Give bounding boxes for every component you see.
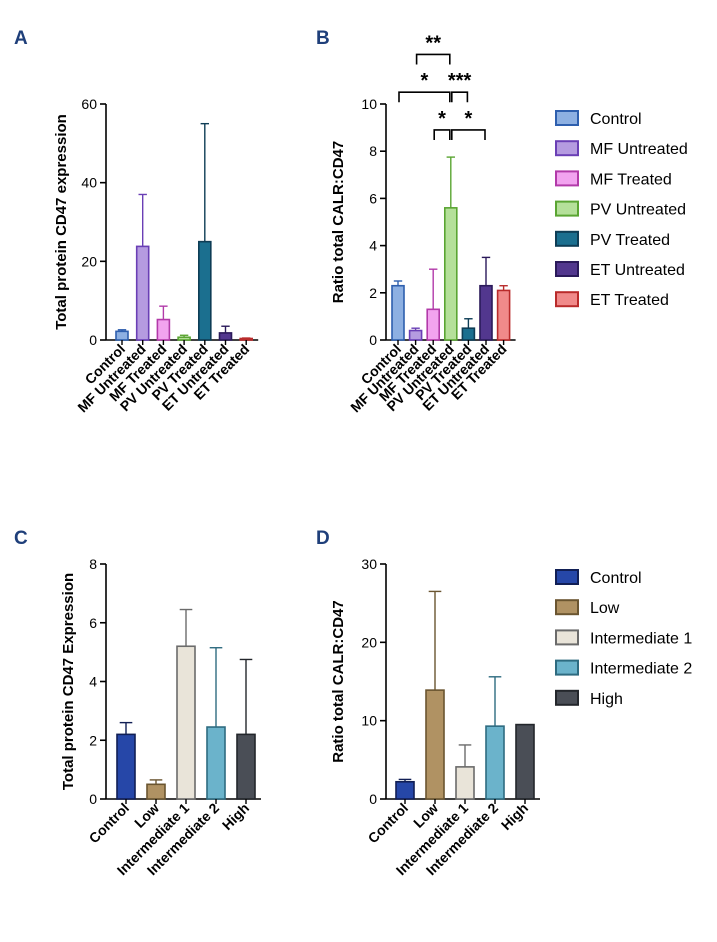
y-tick-label: 20 bbox=[81, 253, 97, 269]
legend-label-et-treated: ET Treated bbox=[590, 292, 669, 309]
bar-et-untreated bbox=[479, 284, 493, 341]
bar-pv-treated bbox=[198, 240, 212, 341]
bar-mf-untreated bbox=[408, 329, 423, 341]
legend-top: Control MF Untreated MF Treated PV Untreate… bbox=[555, 110, 688, 309]
y-tick-label: 60 bbox=[81, 96, 97, 112]
bar-et-treated bbox=[496, 289, 511, 341]
bar-low bbox=[425, 689, 445, 800]
legend-label-pv-untreated: PV Untreated bbox=[590, 202, 686, 219]
y-axis-title: Ratio total CALR:CD47 bbox=[330, 141, 347, 304]
bar-intermediate-1 bbox=[176, 645, 196, 800]
legend-swatch-control bbox=[555, 110, 579, 126]
legend-label-control: Control bbox=[590, 570, 642, 587]
y-axis-title: Total protein CD47 Expression bbox=[60, 573, 77, 790]
legend-swatch-control bbox=[555, 569, 579, 585]
bar-pv-treated bbox=[461, 327, 476, 341]
y-tick-label: 0 bbox=[89, 791, 97, 807]
y-axis-title: Total protein CD47 expression bbox=[53, 114, 70, 330]
y-tick-label: 20 bbox=[361, 634, 377, 650]
y-axis-title: Ratio total CALR:CD47 bbox=[330, 600, 347, 763]
y-tick-label: 0 bbox=[369, 332, 377, 348]
bar-high bbox=[515, 723, 535, 800]
significance-label: * bbox=[465, 108, 473, 130]
legend-bottom: Control Low Intermediate 1 Intermediate 2 Hi… bbox=[555, 569, 692, 708]
y-tick-label: 0 bbox=[369, 791, 377, 807]
bar-et-untreated bbox=[218, 332, 233, 341]
legend-swatch-pv-treated bbox=[555, 230, 579, 247]
panel-label-a: A bbox=[14, 28, 28, 49]
significance-label: * bbox=[438, 108, 446, 130]
y-tick-label: 30 bbox=[361, 556, 377, 572]
panel-label-b: B bbox=[316, 28, 330, 49]
legend-label-mf-treated: MF Treated bbox=[590, 171, 672, 188]
x-tick-label: High bbox=[498, 800, 531, 833]
legend-swatch-mf-treated bbox=[555, 170, 579, 187]
bar-high bbox=[236, 733, 256, 800]
y-tick-label: 40 bbox=[81, 175, 97, 191]
legend-label-control: Control bbox=[590, 111, 642, 128]
legend-label-high: High bbox=[590, 691, 623, 708]
significance-label: *** bbox=[448, 70, 472, 92]
legend-swatch-mf-untreated bbox=[555, 140, 579, 157]
legend-label-low: Low bbox=[590, 600, 620, 617]
y-tick-label: 0 bbox=[89, 332, 97, 348]
bar-intermediate-2 bbox=[485, 725, 505, 800]
bar-pv-untreated bbox=[177, 336, 191, 341]
x-tick-label: High bbox=[219, 800, 252, 833]
significance-label: * bbox=[421, 70, 429, 92]
bar-mf-treated bbox=[426, 308, 441, 341]
panel-label-d: D bbox=[316, 528, 330, 549]
bar-mf-untreated bbox=[135, 245, 150, 341]
legend-label-mf-untreated: MF Untreated bbox=[590, 141, 688, 158]
y-tick-label: 4 bbox=[89, 674, 97, 690]
legend-label-pv-treated: PV Treated bbox=[590, 232, 670, 249]
y-tick-label: 6 bbox=[89, 615, 97, 631]
significance-bracket bbox=[415, 53, 451, 65]
legend-label-intermediate-1: Intermediate 1 bbox=[590, 630, 692, 647]
y-tick-label: 8 bbox=[369, 143, 377, 159]
significance-bracket bbox=[451, 129, 486, 140]
legend-swatch-intermediate-1 bbox=[555, 629, 579, 646]
bar-control bbox=[391, 284, 405, 341]
legend-swatch-et-untreated bbox=[555, 261, 579, 277]
bar-pv-untreated bbox=[443, 207, 458, 341]
y-tick-label: 10 bbox=[361, 713, 377, 729]
y-tick-label: 4 bbox=[369, 238, 377, 254]
y-tick-label: 8 bbox=[89, 556, 97, 572]
bar-intermediate-1 bbox=[455, 766, 475, 800]
bar-intermediate-2 bbox=[206, 726, 226, 800]
y-tick-label: 6 bbox=[369, 190, 377, 206]
significance-bracket bbox=[398, 91, 451, 103]
legend-swatch-intermediate-2 bbox=[555, 659, 579, 676]
bar-control bbox=[115, 330, 129, 341]
significance-bracket bbox=[451, 91, 469, 103]
significance-label: ** bbox=[425, 32, 441, 54]
y-tick-label: 2 bbox=[369, 285, 377, 301]
bar-control bbox=[116, 733, 136, 800]
legend-swatch-et-treated bbox=[555, 291, 579, 308]
legend-label-et-untreated: ET Untreated bbox=[590, 262, 685, 279]
legend-swatch-high bbox=[555, 689, 579, 706]
panel-label-c: C bbox=[14, 528, 28, 549]
bar-mf-treated bbox=[156, 318, 171, 341]
bar-low bbox=[146, 783, 166, 800]
legend-swatch-pv-untreated bbox=[555, 200, 579, 217]
bar-control bbox=[395, 780, 415, 800]
y-tick-label: 2 bbox=[89, 732, 97, 748]
legend-swatch-low bbox=[555, 599, 579, 616]
legend-label-intermediate-2: Intermediate 2 bbox=[590, 661, 692, 678]
significance-bracket bbox=[433, 129, 451, 140]
y-tick-label: 10 bbox=[361, 96, 377, 112]
